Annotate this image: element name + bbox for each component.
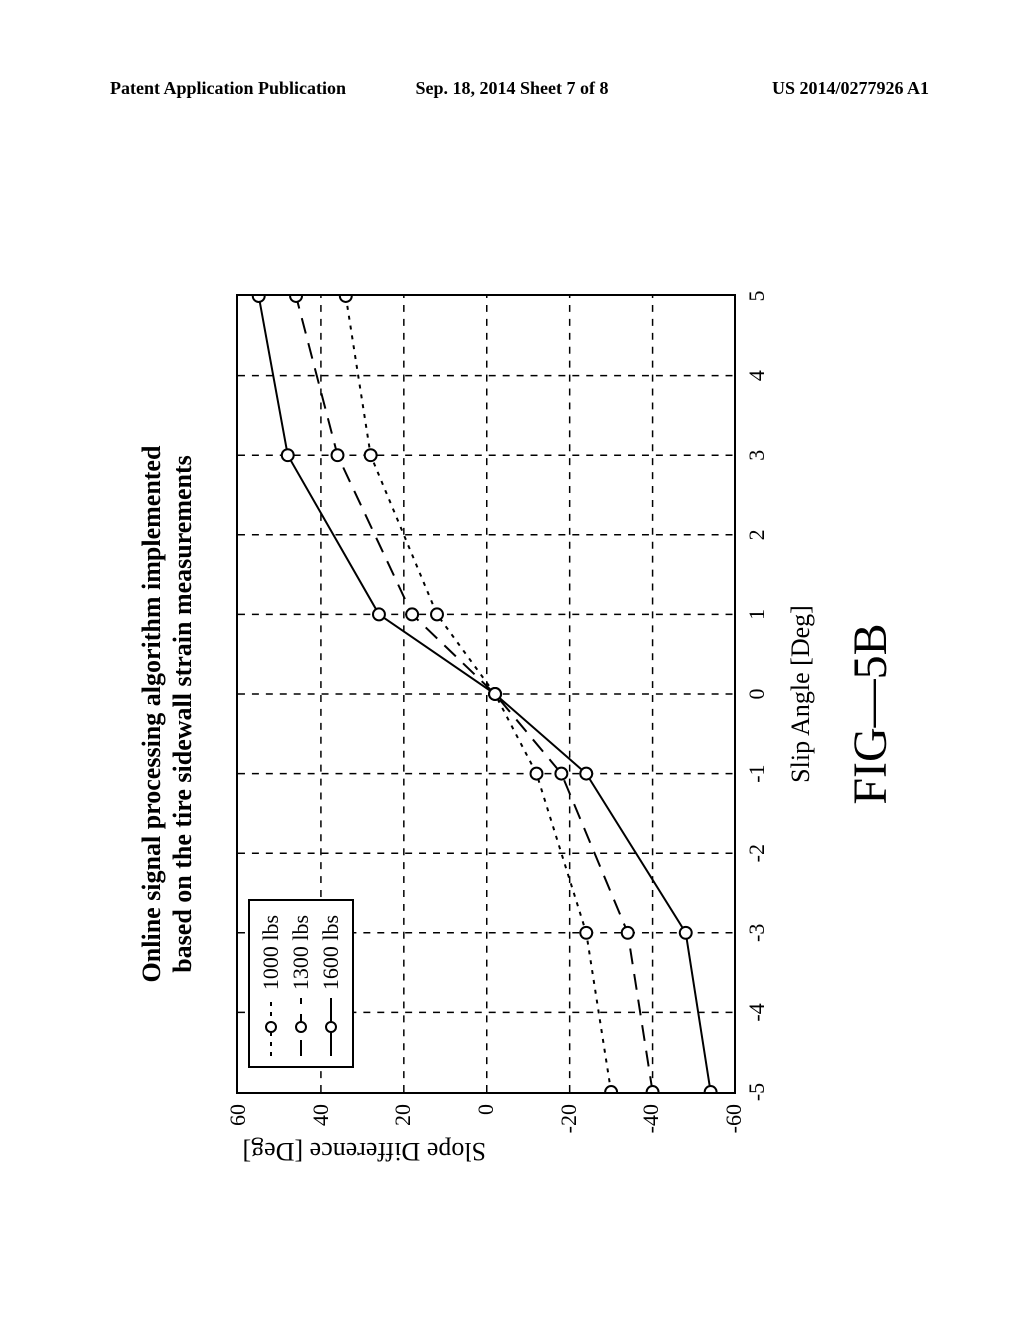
- figure-caption: FIG—5B: [843, 623, 898, 804]
- y-axis-label-text: Slope Difference [Deg]: [242, 1137, 486, 1166]
- figure-canvas: Online signal processing algorithm imple…: [106, 154, 918, 1274]
- data-marker: [365, 449, 377, 461]
- legend-label: 1000 lbs: [258, 915, 284, 990]
- x-axis-label-text: Slip Angle [Deg]: [786, 605, 815, 783]
- x-tick-label: 3: [744, 450, 770, 461]
- x-tick-label: -1: [744, 764, 770, 782]
- chart-title: Online signal processing algorithm imple…: [136, 154, 198, 1274]
- data-marker: [622, 927, 634, 939]
- data-marker: [431, 608, 443, 620]
- legend-label: 1300 lbs: [288, 915, 314, 990]
- legend-item: 1300 lbs: [286, 915, 316, 1056]
- figure-caption-text: FIG—5B: [844, 623, 897, 804]
- data-marker: [580, 927, 592, 939]
- header-left: Patent Application Publication: [110, 78, 346, 99]
- y-tick-label: 40: [308, 1104, 334, 1126]
- y-tick-label: 20: [390, 1104, 416, 1126]
- y-tick-label: 60: [225, 1104, 251, 1126]
- data-marker: [705, 1086, 717, 1092]
- data-marker: [531, 768, 543, 780]
- legend-item: 1000 lbs: [256, 915, 286, 1056]
- x-tick-label: 4: [744, 370, 770, 381]
- x-tick-label: -2: [744, 844, 770, 862]
- x-tick-label: -3: [744, 924, 770, 942]
- header-right: US 2014/0277926 A1: [772, 78, 929, 99]
- data-marker: [680, 927, 692, 939]
- x-tick-label: -4: [744, 1003, 770, 1021]
- x-tick-label: 1: [744, 609, 770, 620]
- data-marker: [406, 608, 418, 620]
- x-axis-label: Slip Angle [Deg]: [786, 605, 816, 783]
- x-tick-label: 5: [744, 291, 770, 302]
- data-marker: [373, 608, 385, 620]
- plot-area: 1000 lbs1300 lbs1600 lbs -60-40-20020406…: [236, 294, 736, 1094]
- data-marker: [489, 688, 501, 700]
- y-tick-label: -60: [721, 1104, 747, 1133]
- data-marker: [332, 449, 344, 461]
- chart-title-line2: based on the tire sidewall strain measur…: [167, 154, 198, 1274]
- data-marker: [340, 296, 352, 302]
- figure-container: Online signal processing algorithm imple…: [106, 154, 918, 1274]
- legend-swatch: [319, 998, 343, 1056]
- y-tick-label: -20: [556, 1104, 582, 1133]
- chart-title-line1: Online signal processing algorithm imple…: [136, 154, 167, 1274]
- y-tick-label: 0: [473, 1104, 499, 1115]
- data-marker: [555, 768, 567, 780]
- legend-swatch: [289, 998, 313, 1056]
- data-marker: [253, 296, 265, 302]
- y-tick-label: -40: [638, 1104, 664, 1133]
- data-marker: [282, 449, 294, 461]
- data-marker: [580, 768, 592, 780]
- header-center: Sep. 18, 2014 Sheet 7 of 8: [416, 78, 609, 99]
- data-marker: [290, 296, 302, 302]
- x-tick-label: 2: [744, 529, 770, 540]
- legend-label: 1600 lbs: [318, 915, 344, 990]
- x-tick-label: 0: [744, 689, 770, 700]
- y-axis-label: Slope Difference [Deg]: [242, 1136, 486, 1166]
- legend-swatch: [259, 998, 283, 1056]
- data-marker: [605, 1086, 617, 1092]
- legend-item: 1600 lbs: [316, 915, 346, 1056]
- x-tick-label: -5: [744, 1083, 770, 1101]
- data-marker: [647, 1086, 659, 1092]
- legend: 1000 lbs1300 lbs1600 lbs: [248, 899, 354, 1068]
